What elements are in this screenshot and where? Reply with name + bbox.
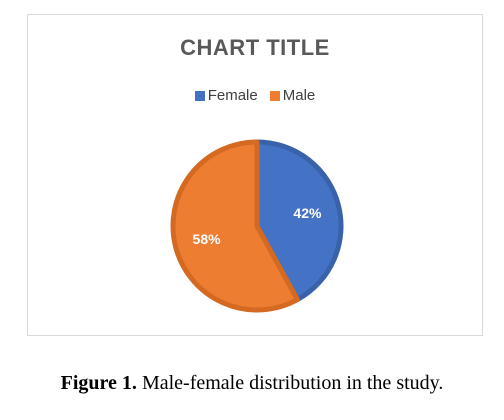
legend-item-male: Male <box>269 87 316 104</box>
data-label-female: 42% <box>293 205 322 221</box>
legend-swatch-male <box>269 90 280 101</box>
legend-label-male: Male <box>282 87 316 104</box>
figure-caption: Figure 1. Male-female distribution in th… <box>0 372 504 395</box>
chart-legend: Female Male <box>28 87 482 104</box>
legend-swatch-female <box>194 90 205 101</box>
pie-slice-male <box>170 139 300 313</box>
pie-chart: 42% 58% <box>170 139 344 313</box>
data-label-male: 58% <box>193 231 222 247</box>
chart-area: CHART TITLE Female Male 42% 58% <box>27 14 483 336</box>
legend-label-female: Female <box>207 87 258 104</box>
legend-item-female: Female <box>194 87 258 104</box>
caption-label: Figure 1. <box>60 372 137 394</box>
chart-title: CHART TITLE <box>180 35 330 60</box>
caption-text: Male-female distribution in the study. <box>136 372 444 394</box>
